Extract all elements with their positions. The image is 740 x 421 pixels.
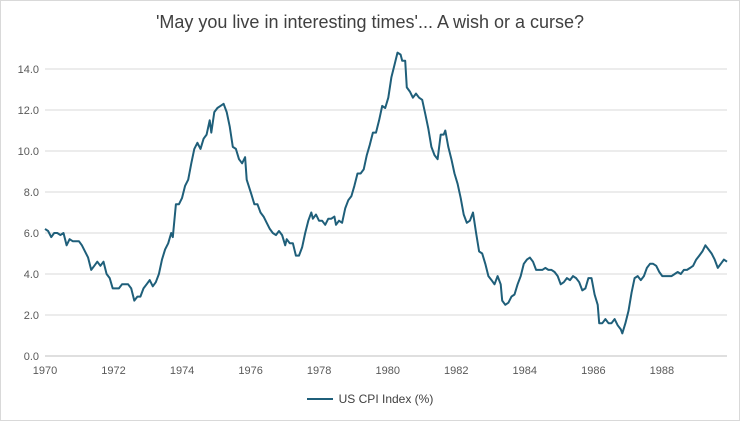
gridlines [45,68,727,357]
legend-swatch [306,398,333,400]
x-tick-label: 1988 [650,365,674,377]
x-tick-label: 1978 [307,365,331,377]
x-tick-label: 1972 [101,365,125,377]
x-tick-label: 1982 [444,365,468,377]
y-tick-label: 10.0 [18,146,39,158]
x-tick-label: 1970 [33,365,57,377]
y-axis-ticks: 0.0 2.0 4.0 6.0 8.0 10.0 12.0 14.0 [18,64,39,363]
legend: US CPI Index (%) [0,392,740,406]
y-tick-label: 14.0 [18,64,39,76]
y-tick-label: 4.0 [24,269,39,281]
x-tick-label: 1976 [238,365,262,377]
y-tick-label: 8.0 [24,187,39,199]
y-tick-label: 0.0 [24,351,39,363]
chart-title: 'May you live in interesting times'... A… [155,12,585,32]
x-tick-label: 1974 [170,365,194,377]
legend-label: US CPI Index (%) [338,392,434,406]
x-tick-label: 1984 [513,365,537,377]
y-tick-label: 2.0 [24,310,39,322]
series-line-us-cpi [44,51,728,335]
x-tick-label: 1986 [581,365,605,377]
y-tick-label: 12.0 [18,105,39,117]
y-tick-label: 6.0 [24,228,39,240]
x-tick-label: 1980 [375,365,399,377]
x-axis-ticks: 1970 1972 1974 1976 1978 1980 1982 1984 1986 1988 [33,365,674,377]
